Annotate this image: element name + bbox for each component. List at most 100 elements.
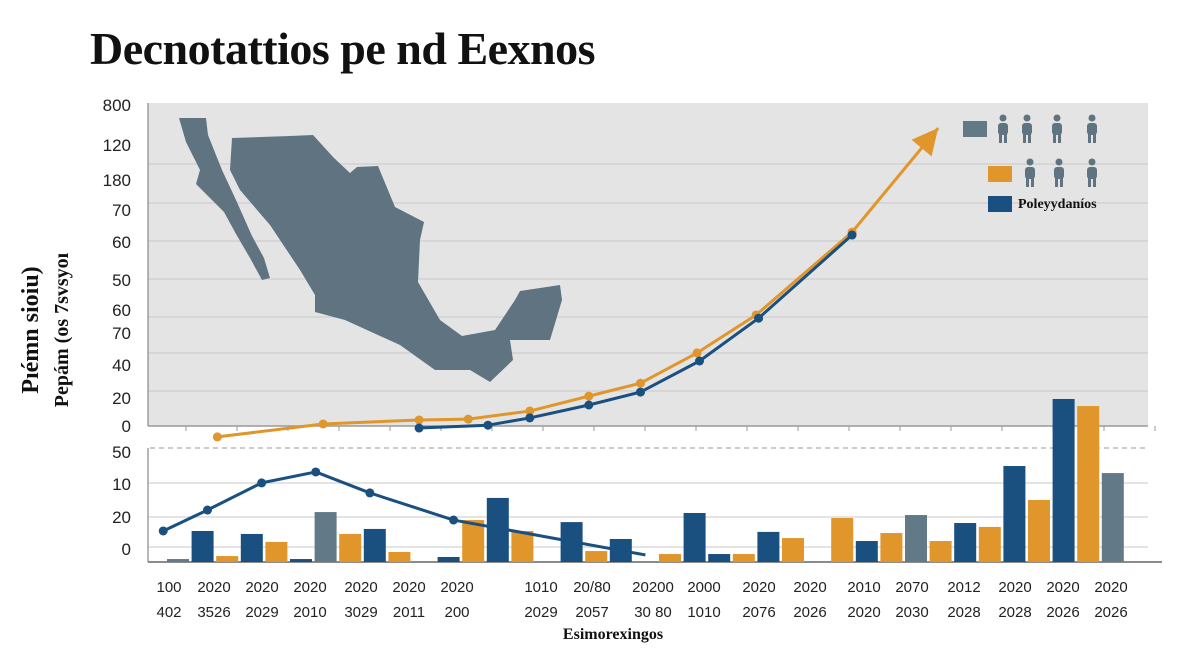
x-tick-label: 1010 xyxy=(524,579,557,596)
y-tick-label: 20 xyxy=(112,508,131,527)
blue-line-point xyxy=(311,467,321,477)
x-tick-label: 2010 xyxy=(847,579,880,596)
blue-line-point xyxy=(525,413,535,423)
x-tick-label: 20/80 xyxy=(573,579,611,596)
x-tick-label: 20200 xyxy=(632,579,674,596)
x-tick-label: 2020 xyxy=(1094,579,1127,596)
y-tick-label: 0 xyxy=(122,540,131,559)
y-tick-label: 180 xyxy=(103,171,131,190)
y-tick-label: 40 xyxy=(112,356,131,375)
blue-bar xyxy=(683,512,706,562)
body xyxy=(1022,123,1032,135)
x-tick-label: 2057 xyxy=(575,604,608,621)
y-tick-label: 0 xyxy=(122,417,131,436)
leg xyxy=(1004,134,1007,143)
orange-bar xyxy=(388,551,411,562)
leg xyxy=(1088,178,1091,187)
blue-bar xyxy=(855,541,878,562)
blue-line-series-lower xyxy=(162,470,646,557)
blue-line-point xyxy=(754,313,764,323)
leg xyxy=(1031,178,1034,187)
legend-swatch-orange xyxy=(988,166,1012,182)
body xyxy=(1054,167,1064,179)
legend-swatch-blue xyxy=(988,196,1012,212)
body xyxy=(1025,167,1035,179)
x-tick-label: 200 xyxy=(444,604,469,621)
x-tick-label: 2020 xyxy=(440,579,473,596)
orange-bar xyxy=(732,554,755,562)
leg xyxy=(1053,134,1056,143)
mother-with-child-icon xyxy=(1087,158,1097,187)
legend-label: Poleyydaníos xyxy=(1018,197,1097,212)
x-tick-label: 2020 xyxy=(392,579,425,596)
y-tick-label: 120 xyxy=(103,136,131,155)
x-tick-label: 2029 xyxy=(524,604,557,621)
orange-bar xyxy=(511,530,534,562)
x-tick-label: 402 xyxy=(156,604,181,621)
leg xyxy=(1055,178,1058,187)
x-tick-label: 1010 xyxy=(687,604,720,621)
blue-bar xyxy=(240,533,263,562)
orange-line-point xyxy=(463,414,473,424)
x-tick-label: 2000 xyxy=(687,579,720,596)
x-tick-label: 2020 xyxy=(847,604,880,621)
blue-bar xyxy=(954,523,977,562)
y-tick-label: 60 xyxy=(112,233,131,252)
x-tick-label: 2020 xyxy=(293,579,326,596)
leg xyxy=(999,134,1002,143)
blue-line-point xyxy=(635,387,645,397)
y-tick-label: 10 xyxy=(112,475,131,494)
x-tick-label: 2020 xyxy=(197,579,230,596)
body xyxy=(1052,123,1062,135)
leg xyxy=(1088,134,1091,143)
blue-line-point xyxy=(365,488,375,498)
parent-with-baby-icon xyxy=(1022,114,1032,143)
y-tick-label: 20 xyxy=(112,389,131,408)
x-axis-title: Esimorexingos xyxy=(563,626,663,643)
x-tick-label: 2020 xyxy=(344,579,377,596)
orange-bar xyxy=(462,520,485,562)
leg xyxy=(1093,178,1096,187)
x-tick-label: 2020 xyxy=(998,579,1031,596)
x-tick-label: 2076 xyxy=(742,604,775,621)
orange-bar xyxy=(880,533,903,562)
leg xyxy=(1023,134,1026,143)
blue-line-point xyxy=(414,423,424,433)
head xyxy=(1023,114,1031,122)
chart-title: Decnotattios pe nd Eexnos xyxy=(90,23,596,74)
y-tick-label: 70 xyxy=(112,201,131,220)
blue-line-point xyxy=(257,478,267,488)
x-tick-label: 2010 xyxy=(293,604,326,621)
children-icon xyxy=(1025,158,1035,187)
map-of-mexico-baja xyxy=(179,118,270,280)
gray-bar xyxy=(905,515,927,562)
woman-icon xyxy=(1087,114,1097,143)
y-axis-title: Pıémn sioiu) xyxy=(18,266,44,393)
orange-line-point xyxy=(692,348,702,358)
orange-bar xyxy=(659,554,681,562)
head xyxy=(1053,114,1061,122)
y-tick-label: 50 xyxy=(112,271,131,290)
legend-swatch-gray xyxy=(963,121,987,137)
blue-bar xyxy=(486,497,509,562)
orange-bar xyxy=(1077,406,1100,562)
head xyxy=(1088,158,1096,166)
blue-bar xyxy=(708,554,731,562)
head xyxy=(1055,158,1063,166)
blue-bar xyxy=(363,528,386,562)
orange-bar xyxy=(929,541,952,562)
orange-line-point xyxy=(635,378,645,388)
y-tick-label: 50 xyxy=(112,443,131,462)
orange-bar xyxy=(339,533,362,562)
blue-line-point xyxy=(584,400,594,410)
gray-bar xyxy=(314,512,337,562)
y-axis-title: Pepám (os 7svsyoı xyxy=(51,252,73,407)
orange-bar xyxy=(585,551,608,562)
orange-line-point xyxy=(318,419,328,429)
blue-line-point xyxy=(695,356,705,366)
orange-line-point xyxy=(212,432,222,442)
head xyxy=(999,114,1007,122)
arrowhead-icon xyxy=(911,128,939,157)
body xyxy=(1087,167,1097,179)
leg xyxy=(1093,134,1096,143)
